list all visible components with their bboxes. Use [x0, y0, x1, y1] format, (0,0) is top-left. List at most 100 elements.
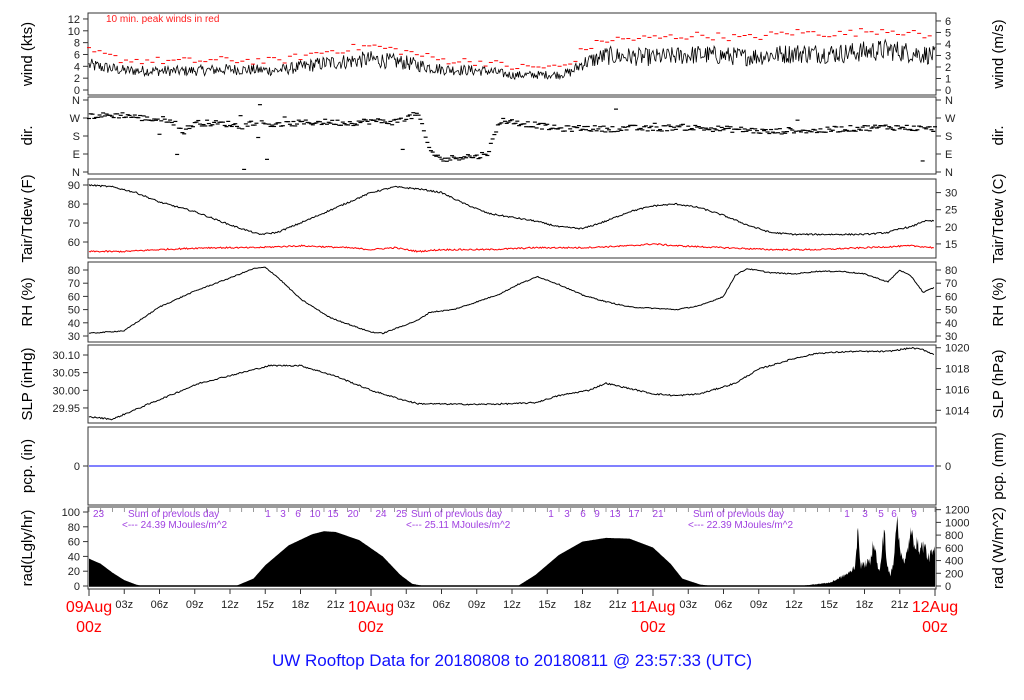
y-axis-label-left: wind (kts)	[19, 22, 36, 87]
y-tick-label-right: 25	[945, 205, 957, 217]
y-tick-label-right: W	[945, 113, 956, 125]
y-axis-label-left: pcp. (in)	[19, 439, 36, 493]
y-axis-label-right: rad (W/m^2)	[990, 507, 1007, 589]
y-axis-label-right: RH (%)	[990, 277, 1007, 326]
daylight-hour-label: 17	[628, 509, 640, 520]
y-axis-label-left: dir.	[19, 125, 36, 145]
day-hour-label: 00z	[922, 619, 948, 636]
sum-label: Sum of previous day	[128, 509, 219, 520]
x-tick-label: 06z	[433, 599, 451, 611]
y-axis-label-right: SLP (hPa)	[990, 350, 1007, 419]
series-direction-deg-	[87, 104, 937, 171]
series-tdew	[88, 243, 934, 253]
daylight-hour-label: 24	[375, 509, 387, 520]
y-tick-label-right: 30	[945, 188, 957, 200]
daylight-hour-label: 6	[891, 509, 897, 520]
y-tick-label-right: 0	[945, 461, 951, 473]
y-tick-label-left: 0	[74, 581, 80, 593]
y-tick-label-right: N	[945, 95, 953, 107]
y-tick-label-right: 20	[945, 222, 957, 234]
y-tick-label-left: 20	[68, 566, 80, 578]
day-hour-label: 00z	[358, 619, 384, 636]
y-tick-label-left: 60	[68, 291, 80, 303]
day-count-label: 23	[93, 509, 105, 520]
y-tick-label-left: 6	[74, 49, 80, 61]
x-tick-label: 21z	[609, 599, 627, 611]
panel-frame	[87, 96, 937, 175]
wind-line	[88, 38, 936, 81]
y-tick-label-right: 50	[945, 305, 957, 317]
slp-line	[88, 346, 935, 421]
day-hour-label: 00z	[76, 619, 102, 636]
y-axis-label-left: Tair/Tdew (F)	[19, 174, 36, 262]
x-tick-label: 18z	[856, 599, 874, 611]
y-tick-label-right: 1014	[945, 405, 969, 417]
y-tick-label-left: 60	[68, 237, 80, 249]
daylight-hour-label: 5	[878, 509, 884, 520]
y-tick-label-right: 200	[945, 568, 963, 580]
day-label: 12Aug	[912, 599, 958, 616]
y-tick-label-right: 4	[945, 39, 951, 51]
daylight-hour-label: 13	[609, 509, 621, 520]
y-tick-label-left: 90	[68, 180, 80, 192]
y-tick-label-right: S	[945, 131, 952, 143]
y-tick-label-left: 4	[74, 61, 80, 73]
daylight-hour-label: 10	[309, 509, 321, 520]
daylight-hour-label: 1	[844, 509, 850, 520]
y-tick-label-left: 40	[68, 318, 80, 330]
y-tick-label-left: 0	[74, 461, 80, 473]
x-tick-label: 09z	[186, 599, 204, 611]
y-tick-label-left: 29.95	[52, 403, 80, 415]
day-count-label: 25	[396, 509, 408, 520]
y-tick-label-right: 1000	[945, 517, 969, 529]
figure-title: UW Rooftop Data for 20180808 to 20180811…	[272, 651, 752, 670]
sum-value: <--- 25.11 MJoules/m^2	[406, 520, 511, 531]
daylight-hour-label: 20	[347, 509, 359, 520]
x-tick-label: 06z	[151, 599, 169, 611]
day-label: 09Aug	[66, 599, 112, 616]
y-tick-label-right: 15	[945, 239, 957, 251]
day-label: 10Aug	[348, 599, 394, 616]
panel-pcp: pcp. (in) pcp. (mm) 0 0	[19, 426, 1007, 506]
x-axis: 03z 06z 09z 12z 15z 18z 21z 03z 06z 09z 12z 15z 18z 2…	[66, 589, 958, 636]
panel-frame	[87, 261, 937, 343]
series-rh	[88, 266, 935, 335]
y-axis-label-right: dir.	[990, 125, 1007, 145]
daylight-hour-label: 1	[265, 509, 271, 520]
y-tick-label-left: 10	[68, 26, 80, 38]
y-tick-label-right: N	[945, 167, 953, 179]
x-tick-label: 12z	[785, 599, 803, 611]
y-tick-label-left: 100	[62, 507, 80, 519]
x-tick-label: 12z	[221, 599, 239, 611]
day-hour-label: 00z	[640, 619, 666, 636]
y-tick-label-right: 400	[945, 556, 963, 568]
x-tick-label: 18z	[292, 599, 310, 611]
y-tick-label-left: 70	[68, 278, 80, 290]
y-tick-label-right: 30	[945, 331, 957, 343]
y-tick-label-right: 60	[945, 291, 957, 303]
y-tick-label-right: 3	[945, 50, 951, 62]
y-tick-label-left: 12	[68, 14, 80, 26]
panel-frame	[87, 344, 937, 424]
y-tick-label-right: 1200	[945, 505, 969, 517]
series-peak-min-	[87, 28, 932, 70]
y-tick-label-left: 30	[68, 331, 80, 343]
panel-slp: SLP (inHg) SLP (hPa) 29.95 30.00 30.05 30.10 1…	[19, 343, 1007, 424]
y-tick-label-left: 30.10	[52, 350, 80, 362]
y-tick-label-right: 6	[945, 16, 951, 28]
y-tick-label-left: 8	[74, 38, 80, 50]
y-tick-label-left: N	[72, 95, 80, 107]
daylight-hour-label: 21	[652, 509, 664, 520]
x-tick-label: 03z	[397, 599, 415, 611]
daylight-hour-label: 6	[295, 509, 301, 520]
daily-radiation-annotation: Sum of previous day<--- 22.39 MJoules/m^…	[548, 509, 793, 531]
x-tick-label: 15z	[256, 599, 274, 611]
daylight-hour-label: 6	[580, 509, 586, 520]
y-tick-label-left: S	[73, 131, 80, 143]
series-radiation	[89, 515, 935, 587]
y-tick-label-right: 1	[945, 73, 951, 85]
